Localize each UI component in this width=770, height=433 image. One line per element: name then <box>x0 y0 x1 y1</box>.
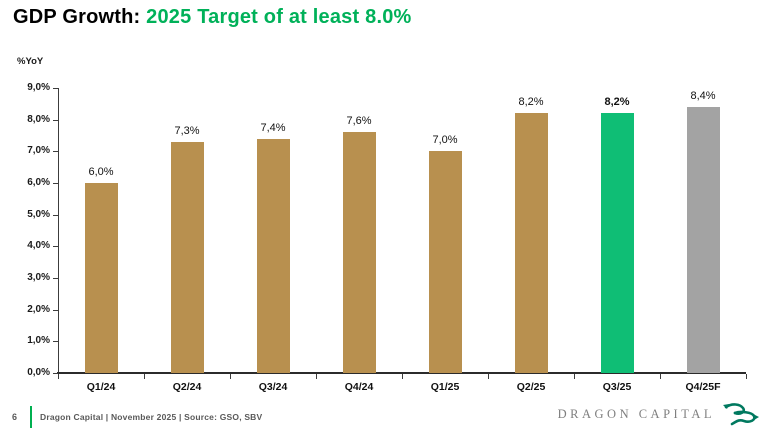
y-axis-tick-label: 6,0% <box>27 177 50 188</box>
bar-q2-24 <box>170 141 204 373</box>
y-axis-tick-label: 9,0% <box>27 82 50 93</box>
title-green-part: 2025 Target of at least 8.0% <box>146 6 412 28</box>
dragon-logo-icon <box>723 403 759 426</box>
x-axis-category-label: Q1/25 <box>430 381 460 393</box>
bar-q1-24 <box>84 183 118 373</box>
bar-q3-25 <box>600 113 634 373</box>
bar-value-label: 8,2% <box>518 96 544 109</box>
x-axis-tick <box>144 374 145 379</box>
x-axis-category-label: Q3/25 <box>602 381 632 393</box>
title-black-part: GDP Growth: <box>13 6 141 28</box>
bar-value-label: 7,4% <box>260 121 286 134</box>
y-axis-tick-label: 5,0% <box>27 208 50 220</box>
x-axis-line <box>57 372 746 374</box>
y-axis-tick-label: 4,0% <box>27 240 50 252</box>
bar-chart: 0,0% 1,0% 2,0% 3,0% 4,0% 5,0% 6,0% 7,0% 8,0% 9,0%… <box>27 82 747 393</box>
bar-value-label: 7,3% <box>174 124 200 137</box>
y-axis-tick <box>53 119 58 121</box>
bar-value-label: 7,6% <box>346 115 372 128</box>
bar-value-label: 8,4% <box>690 90 716 102</box>
bar-value-label: 6,0% <box>88 166 114 178</box>
bar-q1-25 <box>428 151 462 373</box>
page-number: 6 <box>12 412 18 422</box>
bar-q4-25f <box>686 107 720 373</box>
x-axis-tick <box>574 374 575 379</box>
x-axis-tick <box>402 374 403 379</box>
x-axis-tick <box>230 374 231 379</box>
x-axis-tick <box>488 374 489 379</box>
bar-value-label: 7,0% <box>432 134 458 147</box>
brand-lockup: DRAGON CAPITAL <box>558 401 760 427</box>
page-title: GDP Growth: 2025 Target of at least 8.0% <box>13 6 412 29</box>
y-axis-tick <box>53 309 58 311</box>
x-axis-tick <box>660 374 661 379</box>
x-axis-category-label: Q4/25F <box>685 381 721 393</box>
y-axis-tick <box>53 341 58 343</box>
y-axis-tick <box>53 278 58 279</box>
y-axis-tick <box>53 151 58 153</box>
brand-name: DRAGON CAPITAL <box>557 406 715 421</box>
bar-value-label: 8,2% <box>604 96 630 109</box>
y-axis-tick-label: 1,0% <box>27 335 50 347</box>
x-axis-category-label: Q2/25 <box>516 381 546 393</box>
y-axis-tick-label: 3,0% <box>27 272 50 283</box>
x-axis-category-label: Q3/24 <box>258 381 288 393</box>
y-axis-tick <box>53 246 58 248</box>
x-axis-category-label: Q2/24 <box>172 381 202 393</box>
x-axis-tick <box>746 374 747 379</box>
y-axis-unit-label: %YoY <box>17 56 44 67</box>
y-axis-tick-label: 8,0% <box>27 113 50 125</box>
y-axis-tick-label: 2,0% <box>27 303 50 315</box>
x-axis-tick <box>58 374 59 379</box>
footer-accent-bar <box>30 406 32 428</box>
y-axis-tick-label: 7,0% <box>27 145 50 157</box>
y-axis-tick <box>53 88 58 89</box>
y-axis-tick-label: 0,0% <box>27 367 50 378</box>
footer-source-text: Dragon Capital | November 2025 | Source:… <box>40 412 263 422</box>
y-axis-line <box>58 88 59 373</box>
bar-q2-25 <box>514 113 548 373</box>
x-axis-category-label: Q1/24 <box>86 381 116 393</box>
x-axis-tick <box>316 374 317 379</box>
y-axis-tick <box>53 373 58 374</box>
bar-q3-24 <box>256 138 290 373</box>
x-axis-category-label: Q4/24 <box>344 381 374 393</box>
y-axis-tick <box>53 183 58 184</box>
y-axis-tick <box>53 214 58 216</box>
bar-q4-24 <box>342 132 376 373</box>
